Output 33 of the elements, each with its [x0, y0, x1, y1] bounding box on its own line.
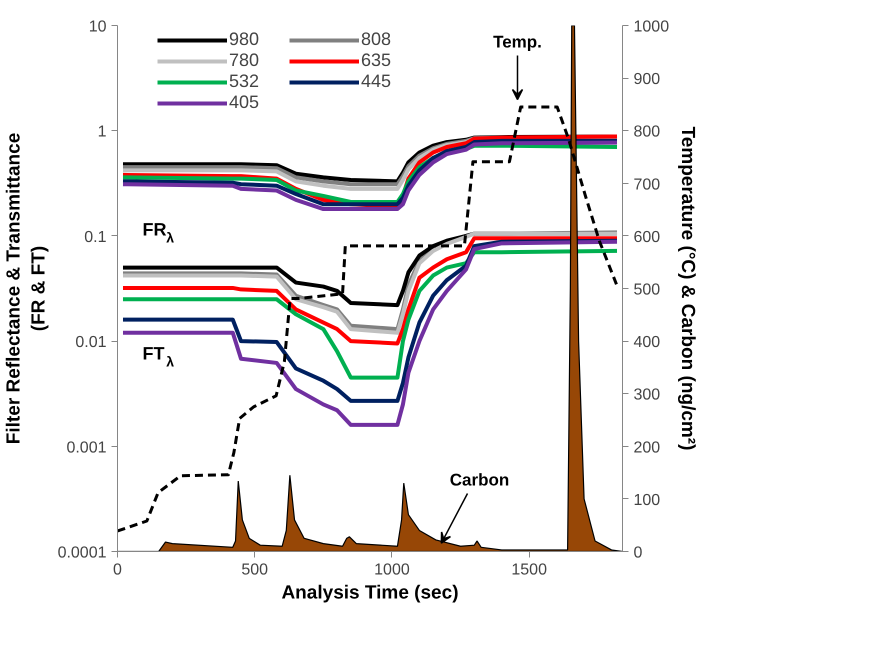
legend-label: 980: [229, 29, 260, 50]
y-tick-label: 0.01: [75, 334, 107, 352]
x-tick-label: 1000: [374, 562, 410, 578]
legend-label: 780: [229, 50, 260, 71]
y-axis-title: Filter Reflectance & Transmittance (FR & FT): [3, 132, 50, 444]
y2-axis-title: Temperature (°C) & Carbon (ng/cm²): [677, 126, 698, 450]
y2-tick-label: 600: [634, 228, 660, 246]
y-tick-label: 0.0001: [58, 544, 107, 562]
y-tick-label: 1: [98, 124, 107, 141]
y2-tick-label: 800: [634, 124, 660, 141]
y2-tick-label: 0: [634, 544, 642, 562]
x-axis-title: Analysis Time (sec): [281, 582, 459, 604]
legend-label: 808: [361, 29, 392, 50]
legend-label: 635: [361, 50, 392, 71]
annotation: Carbon: [450, 470, 510, 490]
y2-tick-label: 300: [634, 386, 660, 404]
y-tick-label: 0.001: [66, 439, 107, 456]
x-tick-label: 0: [113, 562, 122, 578]
y2-tick-label: 200: [634, 439, 660, 456]
x-tick-label: 1500: [511, 562, 548, 578]
legend-label: 405: [229, 92, 260, 113]
y2-tick-label: 1000: [634, 18, 670, 36]
annotation: Temp.: [493, 32, 542, 52]
y2-tick-label: 700: [634, 176, 660, 194]
y-tick-label: 0.1: [84, 228, 107, 246]
y2-tick-label: 500: [634, 282, 660, 298]
y2-tick-label: 100: [634, 492, 660, 509]
y2-tick-label: 400: [634, 334, 660, 352]
x-tick-label: 500: [241, 562, 268, 578]
legend-label: 445: [361, 71, 392, 92]
y-tick-label: 10: [88, 18, 107, 36]
legend-label: 532: [229, 71, 260, 92]
y2-tick-label: 900: [634, 71, 660, 88]
